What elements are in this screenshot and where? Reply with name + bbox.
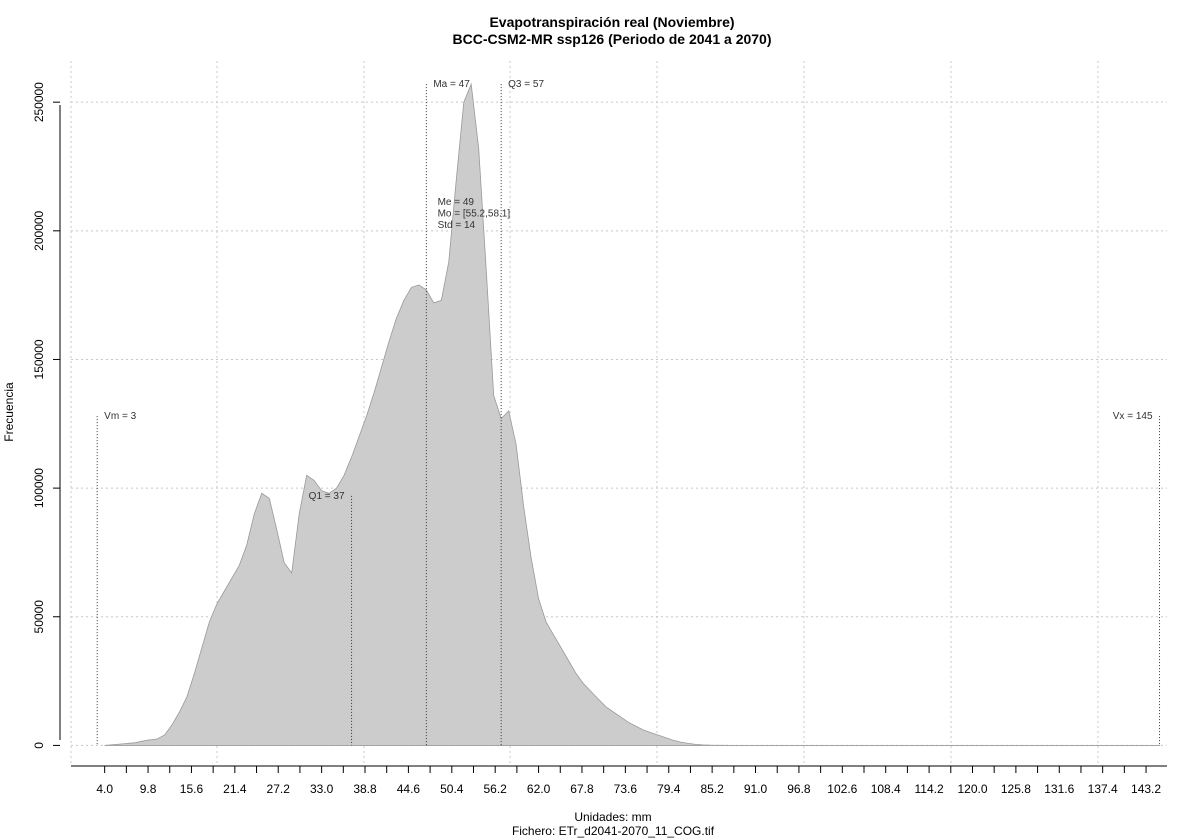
x-tick-label-24: 143.2 bbox=[1131, 782, 1161, 796]
area-layer bbox=[104, 82, 1161, 746]
x-tick-label-9: 56.2 bbox=[484, 782, 508, 796]
y-tick-label-3: 150000 bbox=[32, 339, 46, 379]
x-tick-label-20: 120.0 bbox=[957, 782, 987, 796]
marker-label-0: Vm = 3 bbox=[104, 411, 136, 422]
x-tick-label-3: 21.4 bbox=[223, 782, 247, 796]
x-tick-label-11: 67.8 bbox=[570, 782, 594, 796]
y-tick-label-4: 200000 bbox=[32, 210, 46, 250]
x-tick-label-18: 108.4 bbox=[871, 782, 901, 796]
y-axis: 0 50000 100000 150000 200000 250000 bbox=[32, 82, 60, 749]
x-tick-label-12: 73.6 bbox=[614, 782, 638, 796]
y-axis-label: Frecuencia bbox=[2, 382, 16, 442]
marker-label-2: Ma = 47 bbox=[433, 79, 470, 90]
marker-label-4: Vx = 145 bbox=[1113, 411, 1153, 422]
x-tick-label-2: 15.6 bbox=[180, 782, 204, 796]
x-tick-label-1: 9.8 bbox=[140, 782, 157, 796]
x-tick-label-6: 38.8 bbox=[353, 782, 377, 796]
chart-subtitle: BCC-CSM2-MR ssp126 (Periodo de 2041 a 20… bbox=[453, 31, 772, 47]
chart-title: Evapotranspiración real (Noviembre) bbox=[489, 14, 734, 30]
y-tick-label-5: 250000 bbox=[32, 82, 46, 122]
x-tick-label-13: 79.4 bbox=[657, 782, 681, 796]
y-tick-label-1: 50000 bbox=[32, 600, 46, 634]
x-tick-label-7: 44.6 bbox=[397, 782, 421, 796]
x-tick-label-5: 33.0 bbox=[310, 782, 334, 796]
y-tick-label-2: 100000 bbox=[32, 468, 46, 508]
footer-filename: Fichero: ETr_d2041-2070_11_COG.tif bbox=[512, 824, 715, 838]
x-tick-label-4: 27.2 bbox=[267, 782, 291, 796]
x-tick-label-23: 137.4 bbox=[1088, 782, 1118, 796]
marker-label-3: Q3 = 57 bbox=[508, 79, 544, 90]
x-axis: 4.0 9.8 15.6 21.4 27.2 33.0 38.8 44.6 50.4 56.2 62… bbox=[96, 766, 1161, 796]
x-tick-label-8: 50.4 bbox=[440, 782, 464, 796]
marker-label-1: Q1 = 37 bbox=[309, 491, 345, 502]
density-area bbox=[104, 82, 1161, 746]
stats-line-2: Std = 14 bbox=[438, 220, 476, 231]
x-tick-label-16: 96.8 bbox=[787, 782, 811, 796]
x-tick-label-21: 125.8 bbox=[1001, 782, 1031, 796]
x-tick-label-10: 62.0 bbox=[527, 782, 551, 796]
x-tick-label-22: 131.6 bbox=[1044, 782, 1074, 796]
x-tick-label-19: 114.2 bbox=[915, 782, 944, 796]
x-tick-label-0: 4.0 bbox=[96, 782, 113, 796]
x-tick-label-15: 91.0 bbox=[744, 782, 768, 796]
stats-line-1: Mo = [55.2,58.1] bbox=[438, 209, 511, 220]
marker-layer: Vm = 3 Q1 = 37 Ma = 47 Q3 = 57 Vx = 145 bbox=[96, 79, 1161, 746]
x-tick-label-17: 102.6 bbox=[827, 782, 857, 796]
x-tick-label-14: 85.2 bbox=[700, 782, 724, 796]
stats-line-0: Me = 49 bbox=[438, 197, 475, 208]
y-tick-label-0: 0 bbox=[32, 742, 46, 749]
x-axis-label: Unidades: mm bbox=[574, 810, 651, 824]
